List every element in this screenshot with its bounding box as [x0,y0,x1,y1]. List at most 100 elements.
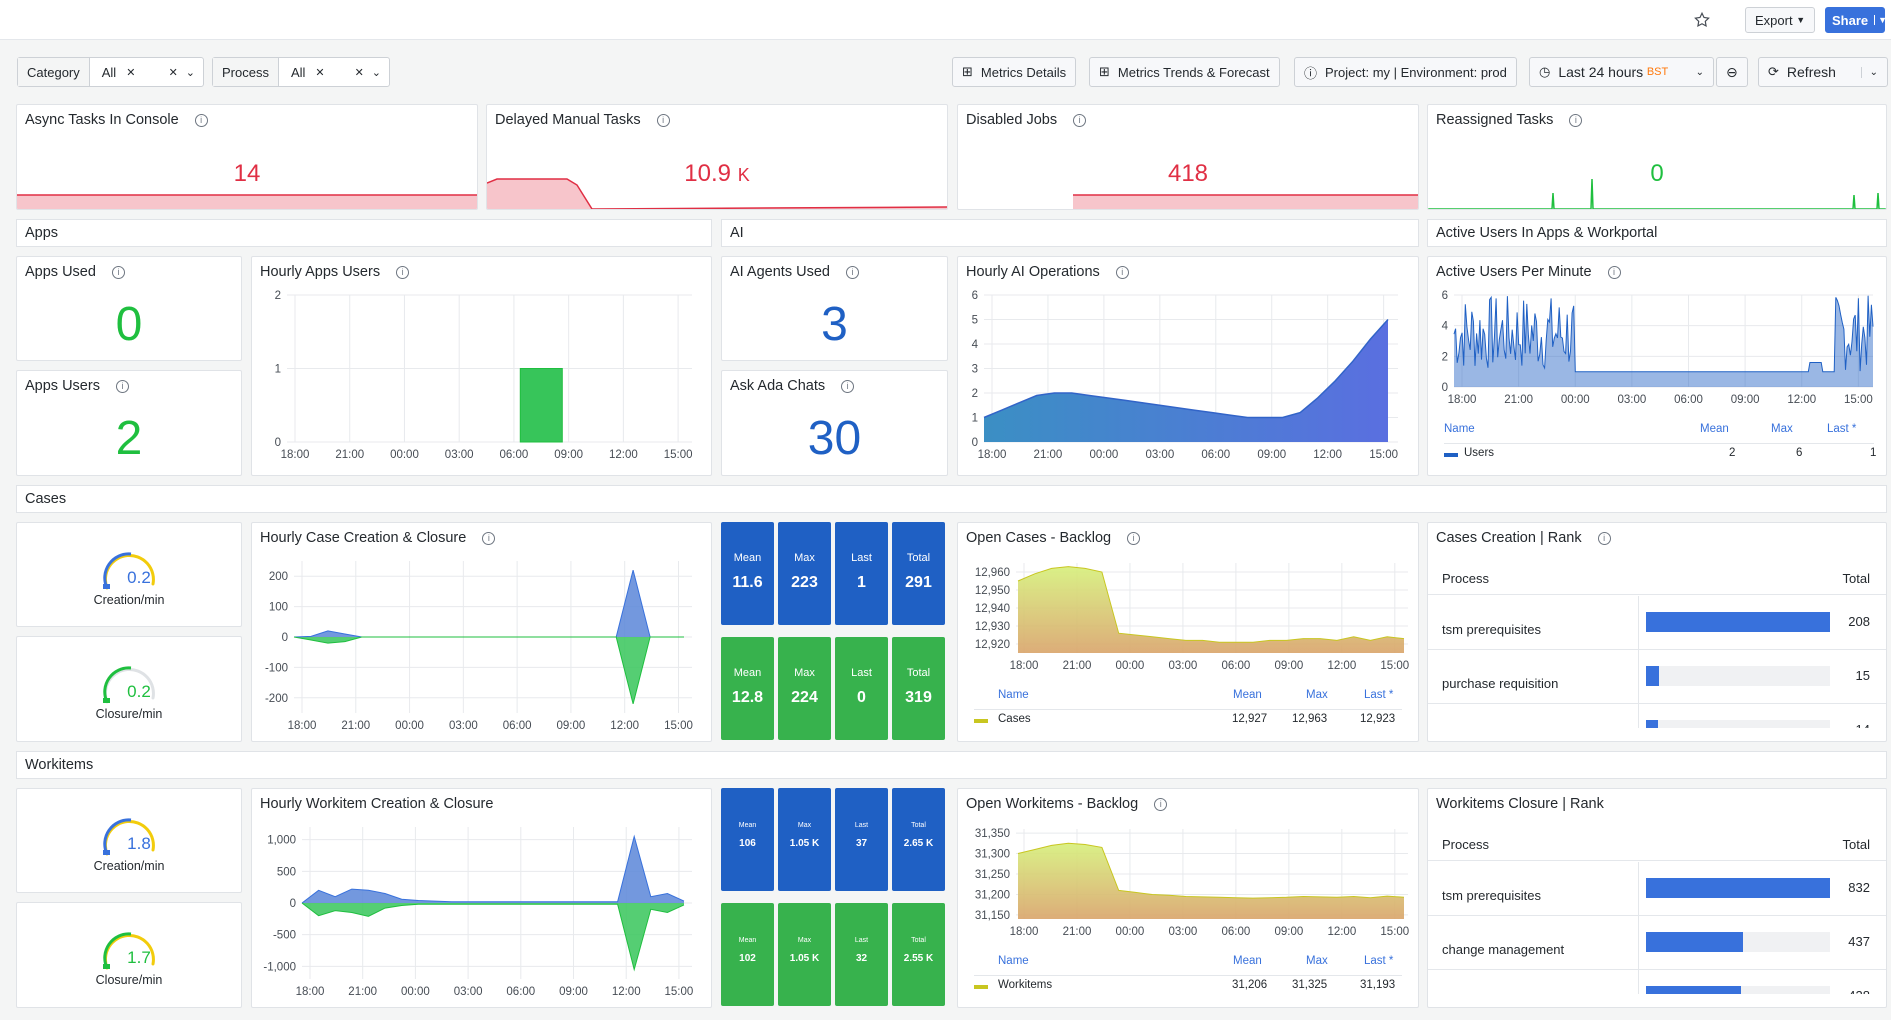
legend-mean-value: 31,206 [1232,979,1268,991]
tile-label: Total [906,667,931,679]
remove-icon[interactable]: ✕ [315,66,325,79]
time-range-picker[interactable]: ◷ Last 24 hours BST ⌄ [1529,57,1714,87]
dashboard-icon: ⊞ [1099,64,1110,79]
metrics-trends-button[interactable]: ⊞ Metrics Trends & Forecast [1089,57,1280,87]
info-icon[interactable]: i [396,265,410,279]
legend-name-header[interactable]: Name [1444,423,1475,435]
panel-title: Workitems Closure | Rank [1436,796,1604,812]
star-icon[interactable] [1693,11,1711,29]
info-icon[interactable]: i [841,379,855,393]
legend-max-header[interactable]: Max [1306,955,1328,967]
tile-label: Max [797,822,812,829]
legend-max-value: 31,325 [1292,979,1328,991]
info-icon[interactable]: i [482,531,496,545]
rank-row[interactable]: change management 437 [1428,916,1886,970]
ai-series-line [983,318,1389,419]
clear-icon[interactable]: ✕ [354,66,364,79]
x-tick-label: 15:00 [1380,660,1409,672]
section-cases[interactable]: Cases [16,485,1887,513]
info-icon[interactable]: i [1073,113,1087,127]
rank-total-header[interactable]: Total [1842,837,1870,852]
legend-mean-header[interactable]: Mean [1700,423,1729,435]
delayed-tasks-panel: Delayed Manual Tasks i 10.9 K [486,104,948,210]
info-icon[interactable]: i [111,265,125,279]
hourly-apps-chart[interactable]: 0 1 2 18:00 21:00 00:00 03:00 06:00 09:00 12:00 15… [252,287,712,476]
info-icon[interactable]: i [656,113,670,127]
legend-max-header[interactable]: Max [1306,689,1328,701]
chevron-down-icon[interactable]: ⌄ [185,66,195,79]
rank-bar-track [1646,720,1830,728]
zoom-out-button[interactable]: ⊖ [1716,57,1748,87]
y-tick-label: 2 [275,290,281,302]
x-tick-label: 06:00 [1201,449,1230,461]
category-filter[interactable]: Category All ✕ ✕ ⌄ [17,57,204,87]
share-label: Share [1832,12,1869,28]
panel-title: AI Agents Used [730,264,830,280]
rank-row[interactable]: purchase requisition428 [1428,970,1886,994]
rank-row[interactable]: tsm prerequisites 208 [1428,596,1886,650]
info-icon[interactable]: i [1127,531,1141,545]
rank-row[interactable]: tsm prerequisites 832 [1428,862,1886,916]
remove-icon[interactable]: ✕ [126,66,136,79]
hourly-workitem-chart[interactable]: -1,000 -500 0 500 1,000 18:00 21:00 00:00 03:00 0… [252,819,712,1008]
info-icon[interactable]: i [1115,265,1129,279]
legend-row[interactable]: Workitems 31,206 31,325 31,193 [974,975,1402,991]
case-stat-tiles: Mean 11.6 Max 223 Last 1 Total 291 Mean 12.8 Max 22… [721,522,948,742]
hourly-case-chart[interactable]: -200 -100 0 100 200 18:00 21:00 00:00 03:00 06:00… [252,553,712,742]
hourly-case-panel: Hourly Case Creation & Closure i -200 -100… [251,522,712,742]
legend-row[interactable]: Cases 12,927 12,963 12,923 [974,709,1402,725]
export-button[interactable]: Export ▼ [1745,7,1816,33]
y-tick-label: 12,930 [975,621,1010,633]
project-environment-button[interactable]: ⓘ Project: my | Environment: prod [1294,57,1517,87]
rank-total-header[interactable]: Total [1842,571,1870,586]
info-icon[interactable]: i [1607,265,1621,279]
process-filter[interactable]: Process All ✕ ✕ ⌄ [212,57,390,87]
info-icon[interactable]: i [194,113,208,127]
category-filter-label: Category [18,58,90,86]
legend-row[interactable]: Users 2 6 1 [1444,443,1877,459]
info-icon[interactable]: i [115,379,129,393]
legend-last-header[interactable]: Last * [1364,955,1394,967]
info-icon[interactable]: i [1154,797,1168,811]
y-tick-label: 4 [1442,321,1449,333]
apps-users-panel: Apps Users i 2 [16,370,242,476]
metrics-details-button[interactable]: ⊞ Metrics Details [952,57,1077,87]
rank-process-header[interactable]: Process [1442,837,1489,852]
cases-rank-panel: Cases Creation | Rank i Process Total tsm p… [1427,522,1887,742]
chevron-down-icon[interactable]: ⌄ [1860,66,1878,78]
open-cases-chart[interactable]: 12,920 12,930 12,940 12,950 12,960 18:00 21:00… [958,553,1419,693]
x-tick-label: 18:00 [1010,926,1039,938]
x-tick-label: 03:00 [1169,926,1198,938]
legend-mean-header[interactable]: Mean [1233,955,1262,967]
open-workitems-chart[interactable]: 31,150 31,200 31,250 31,300 31,350 18:00 21:00… [958,819,1419,959]
share-button[interactable]: Share ▼ [1825,7,1887,33]
rank-process-header[interactable]: Process [1442,571,1489,586]
stat-tile: Mean 12.8 [721,637,774,740]
section-ai[interactable]: AI [721,219,1419,247]
legend-mean-header[interactable]: Mean [1233,689,1262,701]
legend-max-value: 12,963 [1292,713,1328,725]
tile-value: 223 [791,574,818,591]
info-icon[interactable]: i [845,265,859,279]
legend-name-header[interactable]: Name [998,955,1029,967]
section-apps[interactable]: Apps [16,219,712,247]
legend-last-header[interactable]: Last * [1364,689,1394,701]
info-icon[interactable]: i [1569,113,1583,127]
rank-row[interactable]: purchase requisition 15 [1428,650,1886,704]
rank-process-name: tsm prerequisites [1442,622,1541,637]
hourly-ai-chart[interactable]: 0 1 2 3 4 5 6 18:00 21:00 00:00 03:00 06:00 09:00 12:… [958,287,1419,476]
stat-value: 2 [115,412,143,465]
section-workitems[interactable]: Workitems [16,751,1887,779]
legend-last-header[interactable]: Last * [1827,423,1857,435]
info-icon[interactable]: i [1597,531,1611,545]
legend-last-value: 1 [1870,447,1877,459]
clear-icon[interactable]: ✕ [168,66,178,79]
legend-name-header[interactable]: Name [998,689,1029,701]
tile-label: Last [851,667,872,679]
refresh-button[interactable]: ⟳ Refresh ⌄ [1758,57,1888,87]
chevron-down-icon[interactable]: ⌄ [371,66,381,79]
active-users-chart[interactable]: 0 2 4 6 18:00 21:00 00:00 03:00 06:00 09:00 12:00 1… [1428,287,1887,427]
section-active-users[interactable]: Active Users In Apps & Workportal [1427,219,1887,247]
legend-max-header[interactable]: Max [1771,423,1793,435]
rank-row[interactable]: tsm moodle prerequisites14 [1428,704,1886,728]
